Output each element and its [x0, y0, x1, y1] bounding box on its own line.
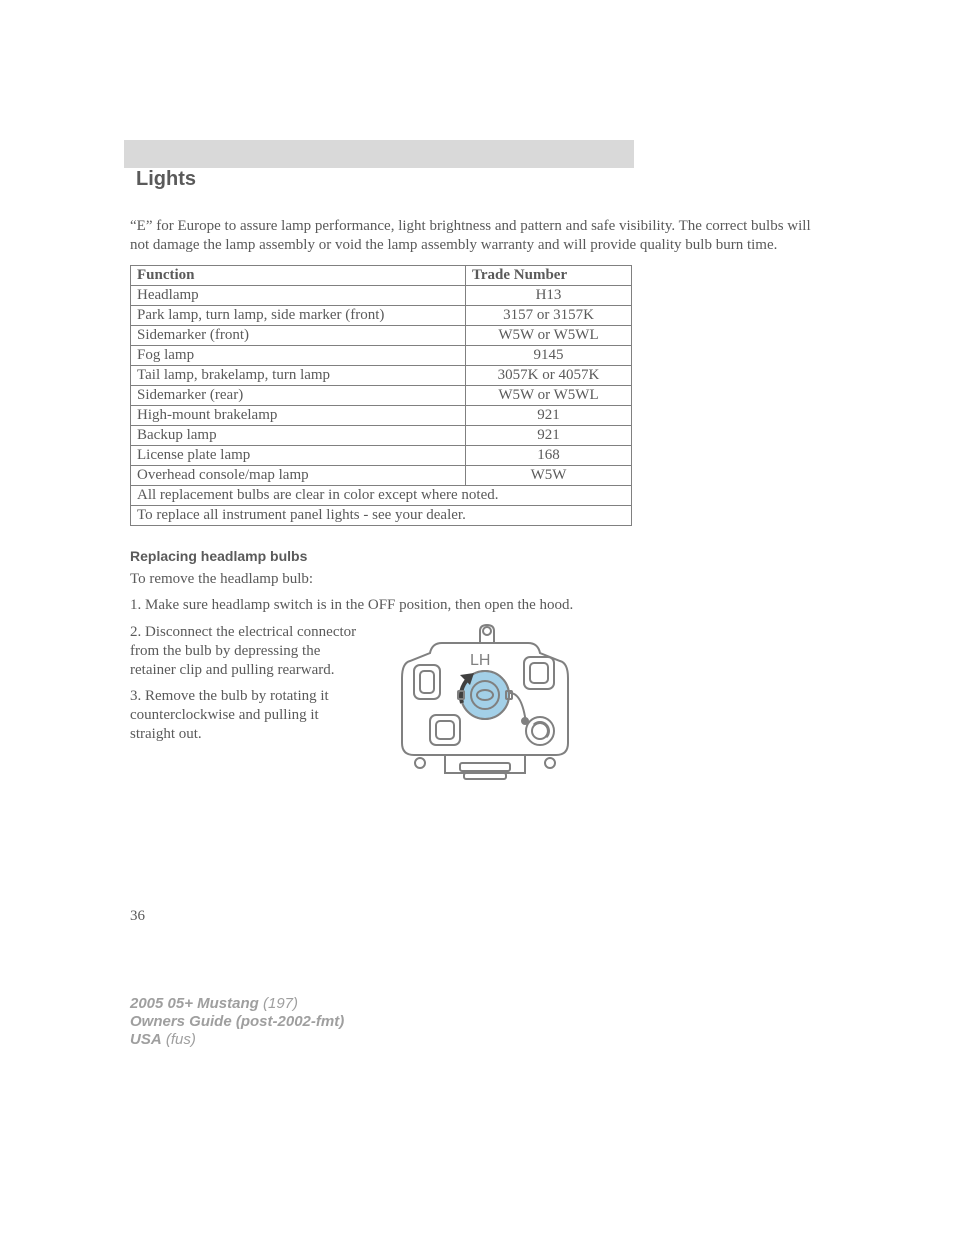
num-cell: 168 [466, 445, 632, 465]
note-cell: All replacement bulbs are clear in color… [131, 485, 632, 505]
num-cell: W5W or W5WL [466, 385, 632, 405]
table-row: HeadlampH13 [131, 285, 632, 305]
table-header-row: Function Trade Number [131, 265, 632, 285]
footer-model: 2005 05+ Mustang [130, 995, 259, 1012]
num-cell: W5W [466, 465, 632, 485]
fn-cell: Overhead console/map lamp [131, 465, 466, 485]
fn-cell: Headlamp [131, 285, 466, 305]
intro-paragraph: “E” for Europe to assure lamp performanc… [130, 217, 824, 255]
footer-line-3: USA (fus) [130, 1031, 824, 1049]
step-3: 3. Remove the bulb by rotating it counte… [130, 687, 365, 743]
steps-left-column: 2. Disconnect the electrical connector f… [130, 623, 365, 752]
table-row: Sidemarker (front)W5W or W5WL [131, 325, 632, 345]
illustration-label: LH [470, 652, 490, 669]
col-tradenum-header: Trade Number [466, 265, 632, 285]
table-row: Backup lamp921 [131, 425, 632, 445]
table-row: High-mount brakelamp921 [131, 405, 632, 425]
fn-cell: Sidemarker (rear) [131, 385, 466, 405]
fn-cell: Fog lamp [131, 345, 466, 365]
fn-cell: Sidemarker (front) [131, 325, 466, 345]
footer-line-1: 2005 05+ Mustang (197) [130, 995, 824, 1013]
fn-cell: License plate lamp [131, 445, 466, 465]
footer-code: (197) [263, 995, 298, 1012]
fn-cell: Tail lamp, brakelamp, turn lamp [131, 365, 466, 385]
headlamp-svg: LH [390, 623, 580, 793]
page: Lights “E” for Europe to assure lamp per… [0, 0, 954, 1109]
footer-line-2: Owners Guide (post-2002-fmt) [130, 1013, 824, 1031]
footer: 2005 05+ Mustang (197) Owners Guide (pos… [130, 995, 824, 1049]
fn-cell: High-mount brakelamp [131, 405, 466, 425]
step-1: 1. Make sure headlamp switch is in the O… [130, 596, 630, 615]
table-note-row: All replacement bulbs are clear in color… [131, 485, 632, 505]
replacing-bulbs-heading: Replacing headlamp bulbs [130, 548, 824, 564]
num-cell: 9145 [466, 345, 632, 365]
num-cell: H13 [466, 285, 632, 305]
table-row: Park lamp, turn lamp, side marker (front… [131, 305, 632, 325]
table-row: Sidemarker (rear)W5W or W5WL [131, 385, 632, 405]
num-cell: 921 [466, 405, 632, 425]
fn-cell: Backup lamp [131, 425, 466, 445]
headlamp-illustration: LH [390, 623, 580, 798]
bulb-table: Function Trade Number HeadlampH13 Park l… [130, 265, 632, 526]
table-note-row: To replace all instrument panel lights -… [131, 505, 632, 525]
note-cell: To replace all instrument panel lights -… [131, 505, 632, 525]
header-bar: Lights [124, 140, 634, 199]
section-title: Lights [124, 168, 634, 199]
intro-line: To remove the headlamp bulb: [130, 570, 824, 589]
page-number: 36 [130, 908, 824, 925]
footer-region-code: (fus) [166, 1031, 196, 1048]
num-cell: W5W or W5WL [466, 325, 632, 345]
fn-cell: Park lamp, turn lamp, side marker (front… [131, 305, 466, 325]
col-function-header: Function [131, 265, 466, 285]
table-row: Overhead console/map lampW5W [131, 465, 632, 485]
num-cell: 921 [466, 425, 632, 445]
table-row: License plate lamp168 [131, 445, 632, 465]
step-with-illustration: 2. Disconnect the electrical connector f… [130, 623, 824, 798]
table-row: Fog lamp9145 [131, 345, 632, 365]
step-2: 2. Disconnect the electrical connector f… [130, 623, 365, 679]
table-row: Tail lamp, brakelamp, turn lamp3057K or … [131, 365, 632, 385]
num-cell: 3057K or 4057K [466, 365, 632, 385]
footer-region: USA [130, 1031, 162, 1048]
num-cell: 3157 or 3157K [466, 305, 632, 325]
